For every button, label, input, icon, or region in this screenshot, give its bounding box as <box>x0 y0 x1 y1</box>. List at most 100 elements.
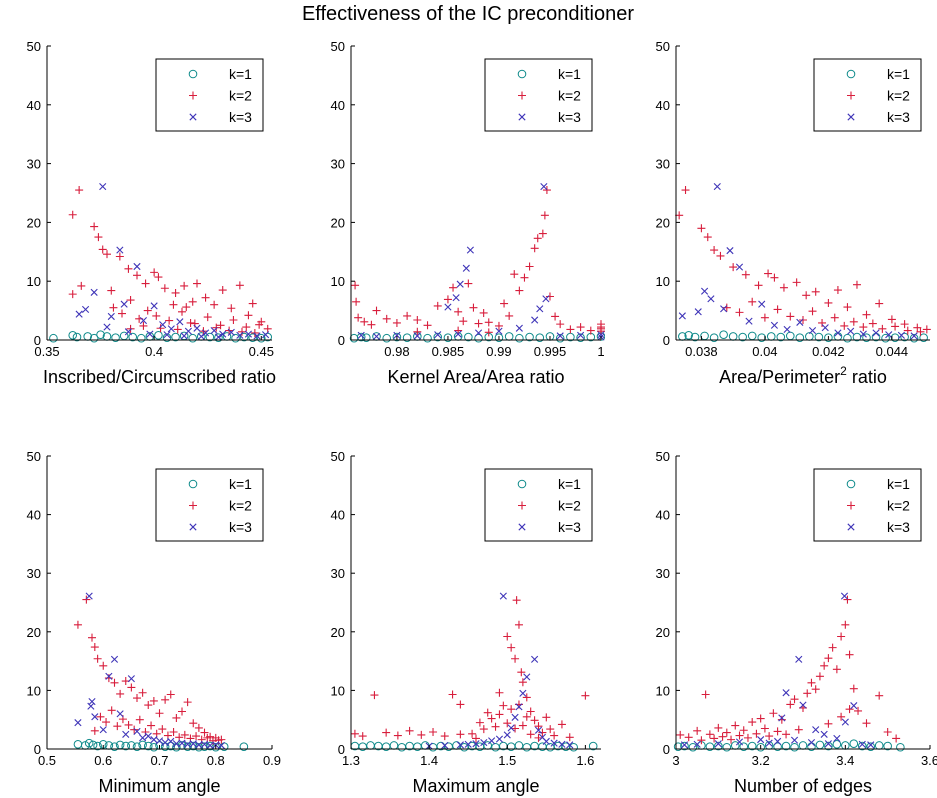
data-point <box>356 332 366 342</box>
data-point <box>144 701 153 710</box>
data-point <box>167 325 175 333</box>
data-point <box>127 683 136 692</box>
x-tick-label: 0.8 <box>207 753 225 768</box>
x-axis-label: Maximum angle <box>412 776 539 796</box>
data-point <box>494 321 503 330</box>
data-point <box>189 740 197 748</box>
data-point <box>149 696 158 705</box>
data-point <box>484 328 493 337</box>
data-point <box>697 224 706 233</box>
data-point <box>456 280 464 288</box>
data-point <box>503 731 511 739</box>
y-tick-label: 30 <box>331 157 345 172</box>
data-point <box>402 333 412 342</box>
data-point <box>239 332 249 342</box>
legend: k=1 k=2 k=3 <box>155 468 264 542</box>
y-tick-label: 40 <box>331 508 345 523</box>
data-point <box>728 332 738 341</box>
data-point <box>533 234 542 243</box>
data-point <box>535 333 545 342</box>
data-point <box>110 655 119 663</box>
data-point <box>896 742 905 752</box>
data-point <box>93 741 102 751</box>
data-point <box>680 741 689 751</box>
data-point <box>676 730 685 739</box>
data-point <box>218 286 227 295</box>
data-point <box>814 332 824 342</box>
legend: k=1 k=2 k=3 <box>484 58 593 132</box>
data-point <box>250 328 259 337</box>
data-point <box>494 333 504 342</box>
legend-box <box>155 58 264 132</box>
data-point <box>393 331 401 339</box>
data-point <box>126 296 135 305</box>
data-point <box>440 732 449 741</box>
data-point <box>372 306 381 315</box>
y-tick-label: 50 <box>27 449 41 464</box>
data-point <box>127 675 135 683</box>
data-point <box>710 734 719 743</box>
data-point <box>522 742 532 752</box>
data-point <box>434 331 442 339</box>
data-point <box>382 314 391 323</box>
data-point <box>183 698 192 707</box>
data-point <box>104 674 113 683</box>
data-point <box>160 284 169 293</box>
legend: k=1 k=2 k=3 <box>813 58 922 132</box>
data-point <box>495 735 504 743</box>
legend-label: k=1 <box>887 476 910 492</box>
data-point <box>94 233 103 242</box>
data-point <box>808 327 817 335</box>
data-point <box>68 330 78 340</box>
x-tick-label: 0.35 <box>34 344 59 359</box>
data-point <box>171 288 180 297</box>
legend-marker <box>189 113 197 121</box>
legend-marker <box>188 69 198 79</box>
legend-label: k=3 <box>229 109 252 125</box>
data-point <box>464 740 472 748</box>
data-point <box>88 697 96 706</box>
data-point <box>807 738 816 747</box>
data-point <box>77 281 86 290</box>
y-tick-label: 40 <box>27 98 41 113</box>
x-tick-label: 3.2 <box>752 753 770 768</box>
data-point <box>913 323 922 332</box>
data-point <box>748 297 757 306</box>
data-point <box>743 733 752 742</box>
data-point <box>454 330 462 338</box>
legend-label: k=3 <box>558 109 581 125</box>
y-tick-label: 50 <box>27 39 41 54</box>
data-point <box>110 742 119 751</box>
y-tick-label: 50 <box>331 449 345 464</box>
data-point <box>773 305 782 314</box>
data-point <box>178 707 186 716</box>
data-point <box>874 741 884 750</box>
data-point <box>773 742 782 751</box>
y-tick-label: 0 <box>338 742 345 757</box>
data-point <box>824 719 833 728</box>
data-point <box>124 264 133 273</box>
data-point <box>507 724 515 732</box>
x-tick-label: 0.99 <box>486 344 511 359</box>
data-point <box>238 327 246 336</box>
x-tick-label: 0.98 <box>384 344 409 359</box>
data-point <box>72 332 82 342</box>
data-point <box>474 329 483 337</box>
x-tick-label: 0.038 <box>685 344 718 359</box>
data-point <box>433 301 442 310</box>
legend-marker <box>518 91 526 100</box>
data-point <box>474 319 483 328</box>
data-point <box>452 294 460 302</box>
subplot-2: 0 10 20 30 40 50 0.98 0.985 0.99 0.995 1 Kernel Are… <box>331 39 605 387</box>
data-point <box>900 320 909 329</box>
legend-marker <box>847 91 855 100</box>
data-point <box>581 691 590 700</box>
x-tick-label: 0.042 <box>812 344 845 359</box>
legend-marker <box>846 69 856 79</box>
data-point <box>779 283 788 292</box>
data-point <box>93 654 102 663</box>
data-point <box>423 321 432 330</box>
y-tick-label: 50 <box>656 39 670 54</box>
data-point <box>866 742 876 751</box>
data-point <box>824 333 833 342</box>
